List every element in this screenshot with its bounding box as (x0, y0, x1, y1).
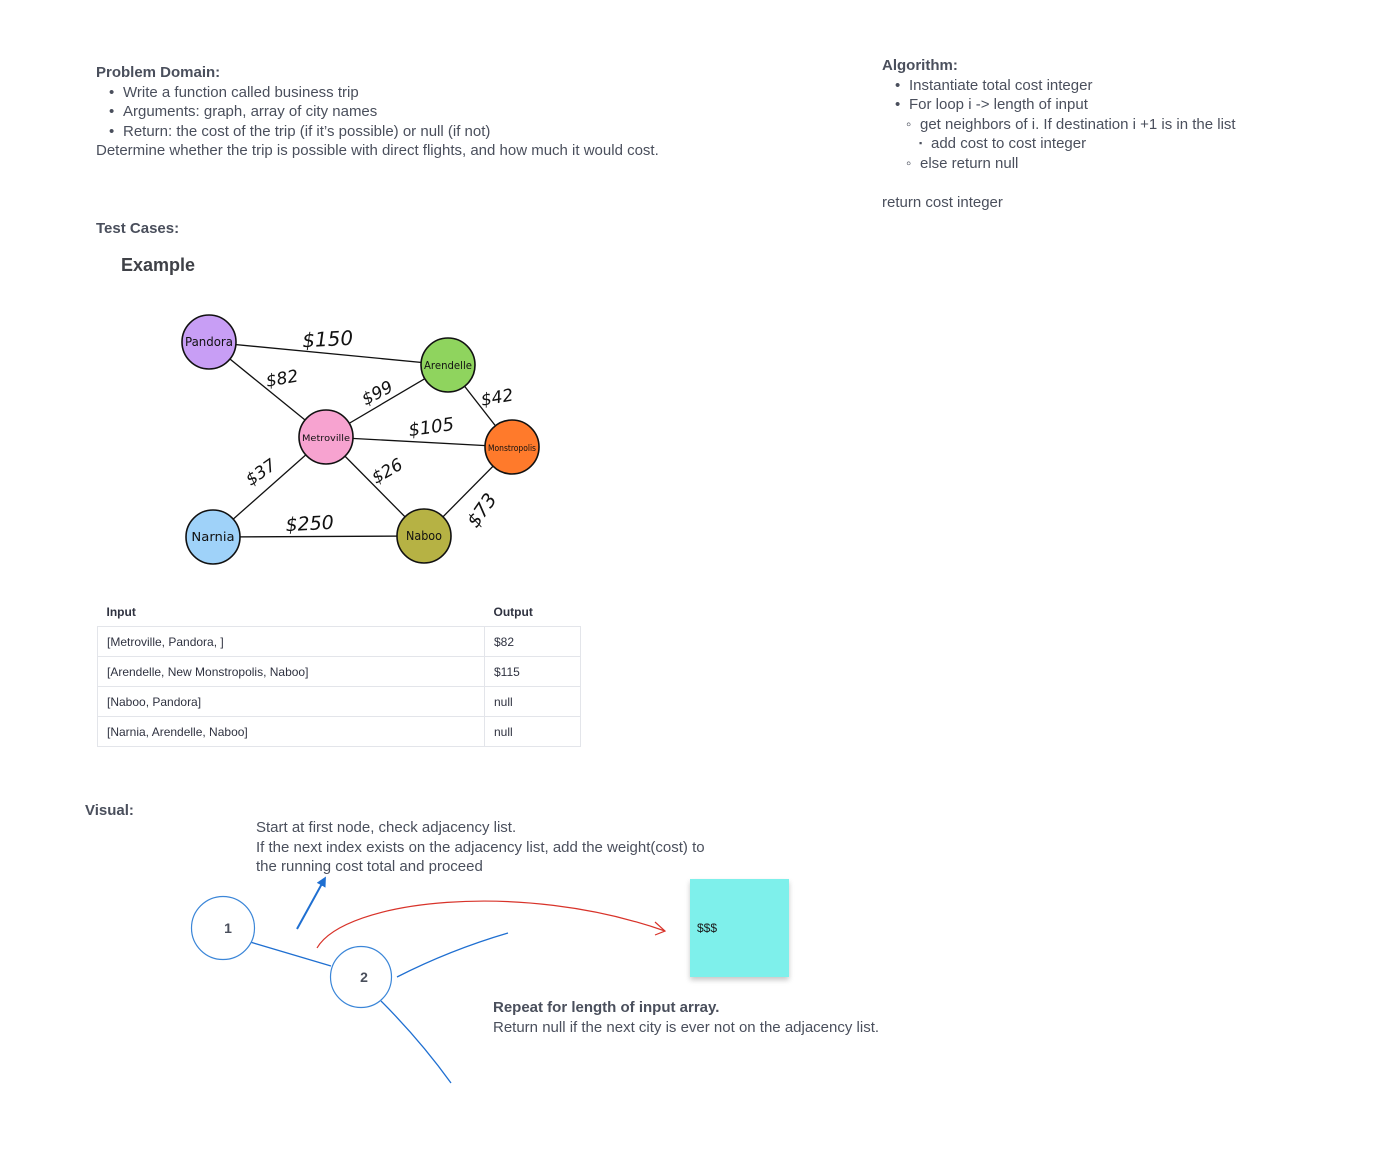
graph-edge (212, 535, 425, 538)
city-node-narnia: Narnia (185, 509, 241, 565)
edge-2-out-upper (396, 932, 509, 978)
algorithm-final: return cost integer (882, 193, 1003, 211)
city-node-label: Arendelle (424, 360, 472, 372)
city-node-label: Metroville (302, 434, 350, 444)
problem-bullet: Arguments: graph, array of city names (96, 102, 796, 122)
algorithm-step: Instantiate total cost integer (882, 76, 1362, 96)
table-cell-input: [Naboo, Pandora] (97, 686, 485, 717)
table-row: [Metroville, Pandora, ] $82 (97, 626, 581, 657)
city-node-naboo: Naboo (396, 508, 452, 564)
table-header-row: Input Output (98, 598, 581, 627)
algorithm-subsubstep: add cost to cost integer (882, 134, 1362, 154)
city-node-label: Pandora (185, 335, 233, 349)
visual-node-2: 2 (329, 945, 393, 1009)
city-node-label: Narnia (191, 530, 234, 544)
graph-edge (325, 436, 513, 448)
visual-note-line: Start at first node, check adjacency lis… (256, 819, 517, 836)
visual-heading: Visual: (85, 802, 134, 819)
repeat-note-bold: Repeat for length of input array. (493, 999, 720, 1016)
problem-bullet: Return: the cost of the trip (if it’s po… (96, 122, 796, 142)
edge-2-out-lower (380, 1000, 452, 1084)
city-node-circle (484, 419, 540, 475)
city-node-arendelle: Arendelle (420, 337, 476, 393)
problem-bullet: Write a function called business trip (96, 83, 796, 103)
city-node-circle (298, 409, 354, 465)
table-row: [Arendelle, New Monstropolis, Naboo] $11… (97, 656, 581, 687)
cost-sticky-note[interactable]: $$$ (690, 879, 789, 977)
test-case-table: Input Output [Metroville, Pandora, ] $82… (97, 598, 581, 747)
problem-domain-section: Problem Domain: Write a function called … (96, 63, 796, 161)
city-node-metroville: Metroville (298, 409, 354, 465)
header-output: Output (493, 605, 533, 619)
header-input: Input (106, 605, 136, 619)
repeat-note-text: Return null if the next city is ever not… (493, 1018, 880, 1036)
visual-note-line: the running cost total and proceed (256, 858, 483, 875)
algorithm-substep: get neighbors of i. If destination i +1 … (882, 115, 1362, 135)
problem-domain-list: Write a function called business trip Ar… (96, 83, 796, 142)
table-row: [Naboo, Pandora] null (97, 686, 581, 717)
pointer-arrow (296, 876, 326, 930)
algorithm-list: Instantiate total cost integer For loop … (882, 76, 1362, 174)
visual-node-1-circle (190, 895, 256, 961)
edge-1-2 (249, 941, 332, 967)
cost-arrow-head (654, 921, 667, 936)
algorithm-step: For loop i -> length of input (882, 95, 1362, 115)
algorithm-section: Algorithm: Instantiate total cost intege… (882, 56, 1362, 212)
city-node-circle (420, 337, 476, 393)
city-node-monstropolis: Monstropolis (484, 419, 540, 475)
visual-node-2-label: 2 (360, 969, 368, 985)
visual-note: Start at first node, check adjacency lis… (256, 818, 756, 877)
table-cell-output: null (484, 716, 581, 747)
algorithm-substep: else return null (882, 154, 1362, 174)
city-node-label: Monstropolis (488, 444, 536, 454)
table-cell-input: [Narnia, Arendelle, Naboo] (97, 716, 485, 747)
visual-node-2-circle (329, 945, 393, 1009)
repeat-note: Repeat for length of input array. Return… (493, 998, 993, 1037)
test-cases-heading: Test Cases: (96, 220, 180, 237)
sticky-text: $$$ (697, 921, 718, 935)
city-node-pandora: Pandora (181, 314, 237, 370)
example-title: Example (121, 255, 196, 275)
algorithm-heading: Algorithm: (882, 57, 958, 74)
graph-edge (208, 341, 449, 366)
city-node-circle (181, 314, 237, 370)
edge-cost-label: $250 (285, 512, 334, 537)
visual-note-line: If the next index exists on the adjacenc… (256, 838, 705, 856)
problem-domain-heading: Problem Domain: (96, 64, 221, 81)
city-node-label: Naboo (406, 529, 442, 543)
visual-node-1: 1 (190, 895, 256, 961)
city-node-circle (396, 508, 452, 564)
city-node-circle (185, 509, 241, 565)
cost-arrow (316, 900, 666, 949)
problem-summary: Determine whether the trip is possible w… (96, 142, 659, 159)
table-row: [Narnia, Arendelle, Naboo] null (97, 716, 581, 747)
edge-cost-label: $150 (302, 326, 354, 353)
table-cell-input: [Metroville, Pandora, ] (97, 626, 485, 657)
visual-node-1-label: 1 (224, 920, 232, 936)
